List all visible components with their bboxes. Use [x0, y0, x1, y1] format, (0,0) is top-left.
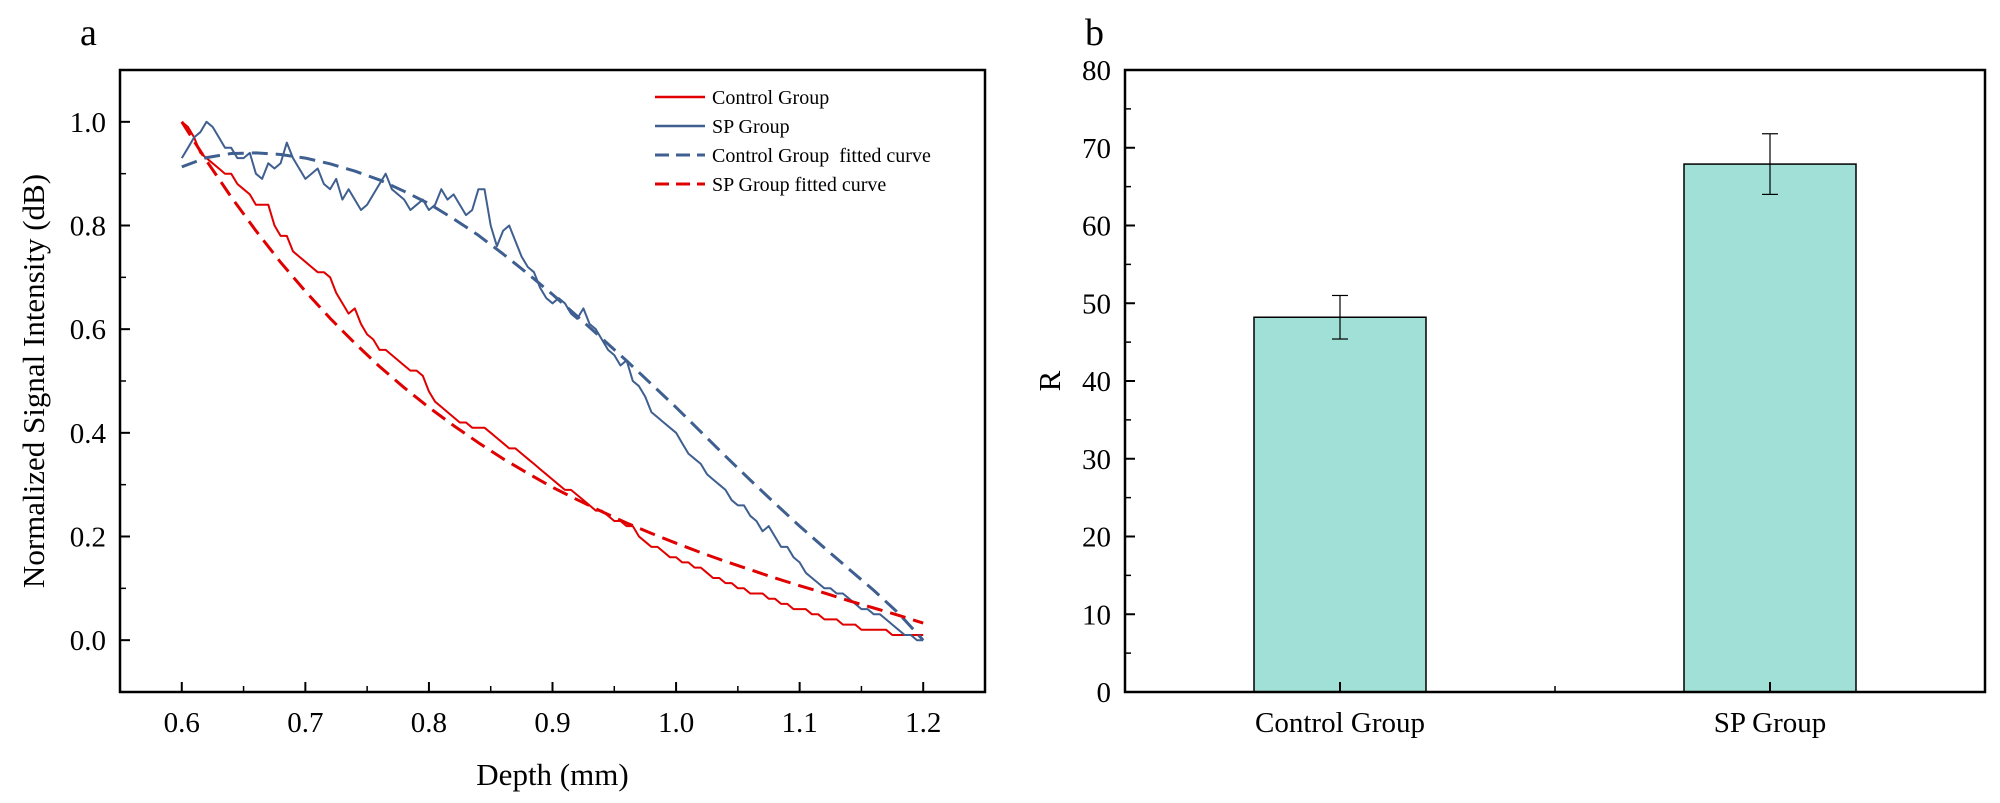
y-tick-label: 0.2 [70, 522, 106, 554]
y-axis-ticks-b: 0 10 20 30 40 50 60 70 80 [1082, 55, 1135, 709]
y-tick-label-b: 50 [1082, 288, 1111, 320]
x-axis-title: Depth (mm) [476, 757, 628, 792]
x-tick-label: 1.1 [782, 707, 818, 739]
y-tick-label-b: 60 [1082, 211, 1111, 243]
series-sp-group [180, 120, 924, 642]
legend-label-sp-fit: SP Group fitted curve [712, 174, 886, 196]
y-tick-label-b: 20 [1082, 522, 1111, 554]
x-axis-ticks: 0.6 0.7 0.8 0.9 1.0 1.1 1.2 [119, 682, 986, 739]
y-axis-title-b: R [1032, 370, 1067, 391]
x-tick-label: 0.7 [287, 707, 323, 739]
y-tick-label: 0.6 [70, 314, 106, 346]
y-tick-label-b: 0 [1097, 677, 1112, 709]
y-tick-label-b: 40 [1082, 366, 1111, 398]
series-control-group [181, 121, 924, 636]
bar-sp-group [1683, 163, 1857, 693]
series-sp-group-fitted-curve [180, 120, 924, 625]
x-tick-label: 1.2 [905, 707, 941, 739]
x-tick-label: 1.0 [658, 707, 694, 739]
panel-a-letter: a [80, 12, 97, 54]
legend-label-control-group: Control Group [712, 87, 829, 109]
category-label-control-group: Control Group [1255, 707, 1425, 739]
panel-b-letter: b [1085, 12, 1104, 54]
y-tick-label: 0.0 [70, 625, 106, 657]
legend-label-control-fit: Control Group fitted curve [712, 145, 931, 167]
y-tick-label-b: 70 [1082, 133, 1111, 165]
y-tick-label-b: 30 [1082, 444, 1111, 476]
y-tick-label: 0.8 [70, 211, 106, 243]
legend: Control Group SP Group Control Group fit… [655, 87, 931, 196]
y-axis-title: Normalized Signal Intensity (dB) [16, 174, 51, 588]
x-tick-label: 0.8 [411, 707, 447, 739]
x-axis-categories: Control Group SP Group [1255, 682, 1826, 739]
y-tick-label: 1.0 [70, 107, 106, 139]
y-tick-label-b: 80 [1082, 55, 1111, 87]
y-tick-label-b: 10 [1082, 599, 1111, 631]
legend-label-sp-group: SP Group [712, 116, 790, 138]
line-chart-panel: 0.6 0.7 0.8 0.9 1.0 1.1 1.2 0.0 0.2 0.4 0.6 0.8 1.0… [16, 68, 987, 792]
category-label-sp-group: SP Group [1714, 707, 1827, 739]
line-series-group [180, 120, 925, 642]
series-control-group-fitted-curve [181, 151, 925, 642]
x-tick-label: 0.6 [164, 707, 200, 739]
x-tick-label: 0.9 [534, 707, 570, 739]
bar-group [1253, 133, 1857, 693]
bar-control-group [1253, 316, 1427, 693]
y-tick-label: 0.4 [70, 418, 107, 450]
y-axis-ticks: 0.0 0.2 0.4 0.6 0.8 1.0 [70, 69, 130, 693]
